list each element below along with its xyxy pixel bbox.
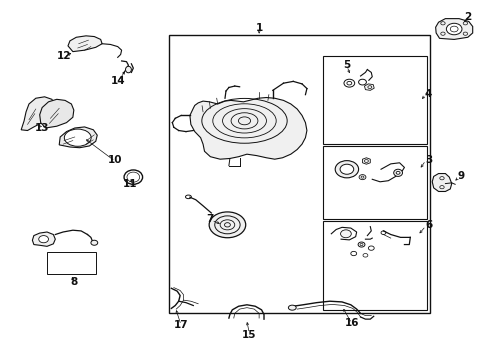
Text: 3: 3 xyxy=(424,155,431,165)
Text: 7: 7 xyxy=(206,215,214,224)
Text: 14: 14 xyxy=(110,76,125,86)
Ellipse shape xyxy=(91,240,98,245)
Polygon shape xyxy=(362,158,369,164)
Text: 1: 1 xyxy=(255,23,262,33)
Polygon shape xyxy=(68,36,102,51)
Text: 16: 16 xyxy=(344,319,358,328)
Polygon shape xyxy=(32,232,55,246)
Text: 17: 17 xyxy=(173,320,188,330)
Text: 5: 5 xyxy=(343,60,350,70)
Ellipse shape xyxy=(64,129,91,146)
Ellipse shape xyxy=(125,66,131,73)
Ellipse shape xyxy=(395,171,399,174)
Text: 6: 6 xyxy=(424,220,431,230)
Ellipse shape xyxy=(446,23,461,35)
Text: 11: 11 xyxy=(122,179,137,189)
Bar xyxy=(47,252,96,274)
Ellipse shape xyxy=(288,305,296,310)
Bar xyxy=(168,35,429,313)
Bar xyxy=(322,56,427,144)
Ellipse shape xyxy=(127,172,140,182)
Text: 12: 12 xyxy=(57,51,71,61)
Polygon shape xyxy=(431,174,451,192)
Text: 15: 15 xyxy=(242,330,256,340)
Ellipse shape xyxy=(340,230,350,238)
Text: 9: 9 xyxy=(457,171,464,181)
Text: 2: 2 xyxy=(463,12,470,22)
Ellipse shape xyxy=(334,161,358,178)
Text: 8: 8 xyxy=(70,277,77,287)
Ellipse shape xyxy=(209,212,245,238)
Polygon shape xyxy=(189,98,306,159)
Polygon shape xyxy=(21,97,55,131)
Bar xyxy=(322,221,427,310)
Polygon shape xyxy=(435,19,472,40)
Text: 13: 13 xyxy=(35,123,49,133)
Ellipse shape xyxy=(39,235,48,243)
Polygon shape xyxy=(40,99,74,128)
Ellipse shape xyxy=(393,169,402,176)
Polygon shape xyxy=(59,127,97,148)
Ellipse shape xyxy=(339,164,353,174)
Text: 10: 10 xyxy=(108,155,122,165)
Polygon shape xyxy=(364,84,373,90)
Text: 4: 4 xyxy=(424,89,431,99)
Bar xyxy=(322,145,427,220)
